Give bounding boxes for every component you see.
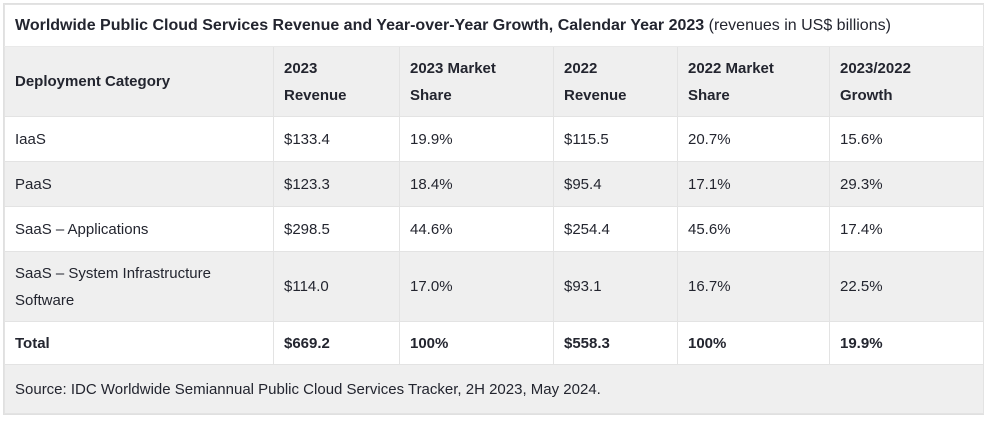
table-cell: $254.4 xyxy=(553,206,678,252)
table-cell: 29.3% xyxy=(828,161,985,207)
table-cell: $114.0 xyxy=(273,251,400,322)
row-category-cell: SaaS – Applications xyxy=(4,206,274,252)
col-header-deployment-category: Deployment Category xyxy=(4,46,274,117)
table-cell: 18.4% xyxy=(399,161,554,207)
table-cell: 17.0% xyxy=(399,251,554,322)
table-cell: 19.9% xyxy=(828,321,985,365)
col-header-2023-market-share: 2023 Market Share xyxy=(399,46,554,117)
source-row: Source: IDC Worldwide Semiannual Public … xyxy=(3,364,985,414)
title-row: Worldwide Public Cloud Services Revenue … xyxy=(3,4,985,47)
revenue-table-container: Worldwide Public Cloud Services Revenue … xyxy=(3,3,985,415)
table-cell: $93.1 xyxy=(553,251,678,322)
table-cell: 100% xyxy=(677,321,830,365)
table-cell: 17.1% xyxy=(677,161,830,207)
table-cell: $298.5 xyxy=(273,206,400,252)
table-subtitle: (revenues in US$ billions) xyxy=(704,16,891,34)
table-cell: $123.3 xyxy=(273,161,400,207)
table-cell: 20.7% xyxy=(677,116,830,162)
table-cell: 45.6% xyxy=(677,206,830,252)
table-cell: 17.4% xyxy=(828,206,985,252)
row-category-cell: PaaS xyxy=(4,161,274,207)
table-cell: $115.5 xyxy=(553,116,678,162)
row-category-cell: IaaS xyxy=(4,116,274,162)
row-category-cell: SaaS – System Infrastructure Software xyxy=(4,251,274,322)
col-header-2022-market-share: 2022 Market Share xyxy=(677,46,830,117)
table-row-total: Total $669.2 100% $558.3 100% 19.9% xyxy=(4,321,985,365)
col-header-2023-revenue: 2023 Revenue xyxy=(273,46,400,117)
table-cell: $95.4 xyxy=(553,161,678,207)
col-header-2023-2022-growth: 2023/2022 Growth xyxy=(828,46,985,117)
table-cell: 22.5% xyxy=(828,251,985,322)
table-row-saas-system-infrastructure: SaaS – System Infrastructure Software $1… xyxy=(4,251,985,322)
table-row-iaas: IaaS $133.4 19.9% $115.5 20.7% 15.6% xyxy=(4,116,985,162)
table-cell: $669.2 xyxy=(273,321,400,365)
row-category-cell: Total xyxy=(4,321,274,365)
table-title: Worldwide Public Cloud Services Revenue … xyxy=(15,16,705,34)
source-note: Source: IDC Worldwide Semiannual Public … xyxy=(3,364,985,414)
table-cell: 100% xyxy=(399,321,554,365)
table-cell: $133.4 xyxy=(273,116,400,162)
table-title-cell: Worldwide Public Cloud Services Revenue … xyxy=(3,4,985,47)
revenue-table: Worldwide Public Cloud Services Revenue … xyxy=(3,4,985,414)
table-cell: 16.7% xyxy=(677,251,830,322)
header-row: Deployment Category 2023 Revenue 2023 Ma… xyxy=(4,46,985,117)
table-cell: $558.3 xyxy=(553,321,678,365)
table-row-saas-applications: SaaS – Applications $298.5 44.6% $254.4 … xyxy=(4,206,985,252)
col-header-2022-revenue: 2022 Revenue xyxy=(553,46,678,117)
table-cell: 44.6% xyxy=(399,206,554,252)
table-cell: 15.6% xyxy=(828,116,985,162)
table-row-paas: PaaS $123.3 18.4% $95.4 17.1% 29.3% xyxy=(4,161,985,207)
table-cell: 19.9% xyxy=(399,116,554,162)
